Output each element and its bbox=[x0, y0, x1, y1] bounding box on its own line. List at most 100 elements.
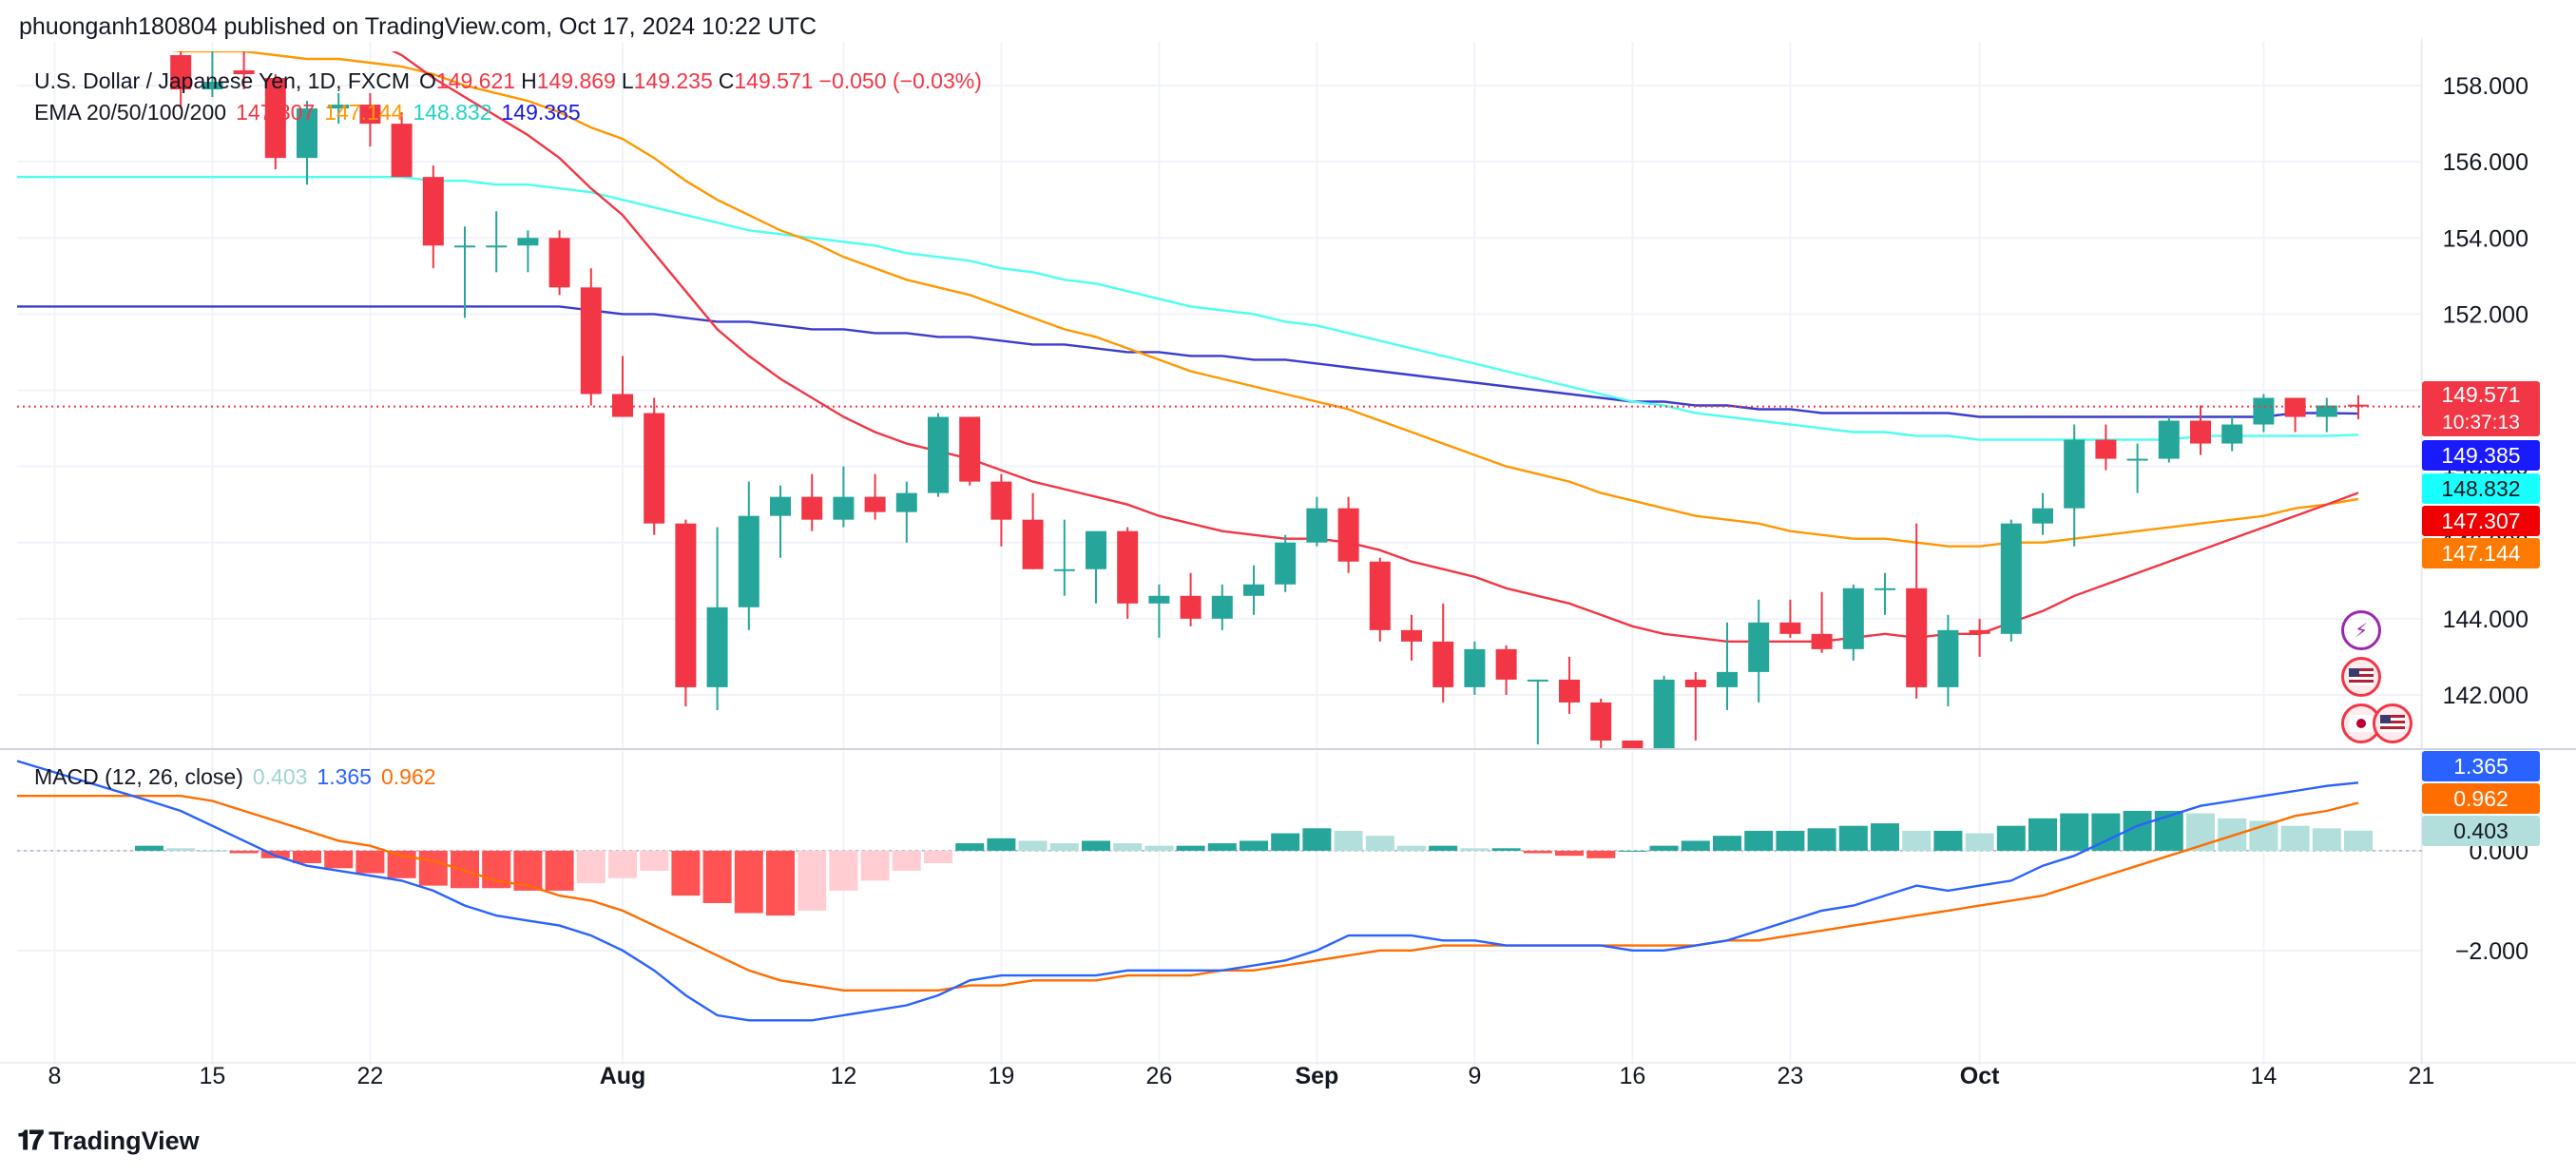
time-tick-label-9: 16 bbox=[1619, 1063, 1645, 1089]
macd-hist-bar-16 bbox=[640, 850, 669, 871]
ema50-line bbox=[171, 51, 2359, 548]
candle-body-54 bbox=[1842, 588, 1864, 649]
macd-hist-bar-50 bbox=[1713, 836, 1741, 851]
ema100-line bbox=[17, 176, 2359, 441]
macd-hist-bar-46 bbox=[1586, 850, 1616, 858]
ema100-tag: 148.832 bbox=[2422, 473, 2540, 504]
macd-hist-bar-22 bbox=[829, 850, 858, 891]
macd-hist-bar-58 bbox=[1965, 833, 1994, 851]
macd-hist-bar-48 bbox=[1649, 845, 1679, 851]
macd-hist-bar-42 bbox=[1460, 848, 1490, 851]
candle-body-66 bbox=[2221, 424, 2243, 444]
ohlc-close: C149.571 bbox=[718, 68, 814, 93]
macd-hist-bar-65 bbox=[2186, 813, 2215, 851]
macd-hist-bar-55 bbox=[1871, 823, 1899, 851]
candle-body-57 bbox=[1937, 629, 1959, 687]
candle-body-0 bbox=[139, 51, 160, 52]
ema-label: EMA 20/50/100/200 bbox=[34, 100, 227, 125]
time-tick-label-8: 9 bbox=[1468, 1063, 1481, 1089]
candle-body-12 bbox=[517, 238, 539, 246]
candle-body-29 bbox=[1053, 568, 1075, 571]
macd-hist-bar-6 bbox=[324, 850, 354, 869]
macd-hist-bar-68 bbox=[2280, 825, 2310, 851]
candle-body-52 bbox=[1779, 622, 1801, 634]
ema200-tag: 149.385 bbox=[2422, 440, 2540, 471]
macd-hist-bar-20 bbox=[766, 850, 795, 916]
candle-body-15 bbox=[612, 394, 633, 417]
candle-body-38 bbox=[1337, 508, 1359, 562]
candle-body-60 bbox=[2032, 508, 2053, 524]
candle-body-19 bbox=[738, 515, 759, 607]
macd-hist-bar-54 bbox=[1838, 825, 1868, 851]
macd-hist-bar-0 bbox=[135, 845, 163, 851]
candle-body-49 bbox=[1684, 679, 1706, 687]
macd-hist-bar-69 bbox=[2312, 828, 2341, 851]
candle-body-67 bbox=[2253, 397, 2275, 425]
ohlc-low: L149.235 bbox=[621, 68, 713, 93]
macd-hist-bar-1 bbox=[166, 848, 196, 851]
candle-body-55 bbox=[1874, 588, 1895, 590]
ohlc-high: H149.869 bbox=[521, 68, 616, 93]
time-tick-label-3: Aug bbox=[600, 1063, 646, 1089]
macd-signal-value: 0.962 bbox=[380, 764, 436, 789]
published-by-text: phuonganh180804 published on TradingView… bbox=[19, 13, 817, 40]
macd-hist-bar-52 bbox=[1776, 830, 1805, 851]
candle-body-50 bbox=[1717, 671, 1738, 687]
macd-line-value: 1.365 bbox=[317, 764, 372, 789]
candle-body-14 bbox=[580, 287, 602, 395]
macd-hist-bar-53 bbox=[1807, 828, 1836, 851]
candle-body-45 bbox=[1559, 679, 1580, 703]
macd-line bbox=[16, 760, 2359, 1022]
time-tick-label-5: 19 bbox=[988, 1063, 1014, 1089]
macd-line-tag: 1.365 bbox=[2422, 751, 2540, 781]
macd-signal-line bbox=[17, 795, 2359, 992]
macd-hist-bar-34 bbox=[1207, 843, 1237, 851]
candle-body-40 bbox=[1401, 629, 1422, 642]
time-tick-label-10: 23 bbox=[1777, 1063, 1803, 1089]
candle-body-25 bbox=[928, 416, 949, 493]
macd-hist-bar-10 bbox=[451, 850, 479, 889]
macd-hist-bar-47 bbox=[1618, 850, 1647, 852]
macd-signal-tag: 0.962 bbox=[2422, 783, 2540, 814]
last-price-value: 149.571 bbox=[2441, 382, 2521, 407]
macd-hist-bar-41 bbox=[1429, 845, 1458, 851]
candle-body-10 bbox=[454, 245, 475, 248]
candle-body-58 bbox=[1969, 629, 1990, 634]
macd-hist-bar-51 bbox=[1744, 830, 1774, 851]
macd-hist-bar-49 bbox=[1681, 840, 1710, 851]
macd-hist-bar-40 bbox=[1397, 845, 1426, 851]
price-tick-label-7: 144.000 bbox=[2443, 607, 2528, 633]
ema100-value: 148.832 bbox=[413, 100, 492, 125]
macd-hist-bar-4 bbox=[260, 850, 290, 858]
candle-body-2 bbox=[202, 82, 223, 90]
macd-hist-bar-70 bbox=[2344, 830, 2373, 851]
price-pane[interactable] bbox=[17, 0, 2369, 786]
candle-body-39 bbox=[1369, 561, 1391, 630]
tradingview-brand[interactable]: 𝟏𝟕 TradingView bbox=[17, 1126, 200, 1157]
lightning-icon[interactable]: ⚡ bbox=[2341, 610, 2381, 650]
macd-hist-bar-56 bbox=[1902, 830, 1932, 851]
macd-hist-bar-37 bbox=[1302, 828, 1332, 851]
macd-hist-bar-66 bbox=[2218, 818, 2247, 851]
us-flag-icon[interactable] bbox=[2341, 657, 2381, 697]
macd-hist-bar-30 bbox=[1082, 840, 1110, 851]
time-tick-label-13: 21 bbox=[2408, 1063, 2434, 1089]
macd-hist-bar-14 bbox=[576, 850, 606, 884]
macd-label: MACD (12, 26, close) bbox=[34, 764, 243, 789]
macd-hist-bar-23 bbox=[860, 850, 890, 881]
candle-body-47 bbox=[1622, 740, 1644, 748]
ema50-value: 147.144 bbox=[324, 100, 404, 125]
candle-body-63 bbox=[2126, 458, 2148, 461]
candle-body-70 bbox=[2348, 404, 2369, 407]
us-flag-icon-2[interactable] bbox=[2373, 703, 2413, 743]
candle-body-48 bbox=[1653, 679, 1675, 748]
candle-body-33 bbox=[1180, 595, 1201, 619]
macd-hist-bar-32 bbox=[1144, 845, 1174, 851]
candle-body-4 bbox=[264, 78, 286, 159]
macd-hist-bar-15 bbox=[608, 850, 637, 878]
ohlc-change: −0.050 (−0.03%) bbox=[818, 68, 982, 93]
time-tick-label-7: Sep bbox=[1295, 1063, 1338, 1089]
symbol-description: U.S. Dollar / Japanese Yen, 1D, FXCM bbox=[34, 68, 411, 93]
macd-tick-label-1: −2.000 bbox=[2455, 938, 2528, 965]
